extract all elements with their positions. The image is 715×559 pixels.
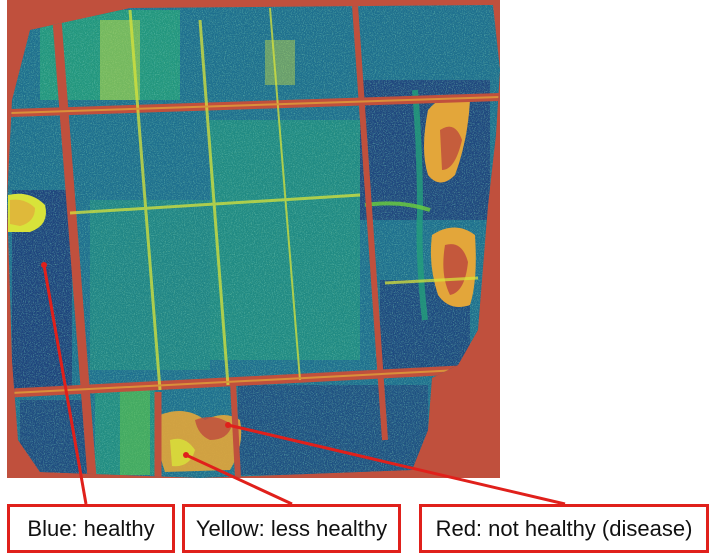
callout-line-yellow xyxy=(185,453,293,506)
legend-label-not-healthy: Red: not healthy (disease) xyxy=(419,504,709,553)
legend-label-less-healthy: Yellow: less healthy xyxy=(182,504,401,553)
callout-dot-red xyxy=(225,422,231,428)
legend-text-healthy: Blue: healthy xyxy=(27,515,155,541)
callout-lines xyxy=(42,264,566,506)
field-area xyxy=(7,5,500,478)
callout-line-blue xyxy=(42,264,88,505)
legend-label-healthy: Blue: healthy xyxy=(7,504,175,553)
legend-text-less-healthy: Yellow: less healthy xyxy=(195,515,388,541)
callout-dot-blue xyxy=(41,262,47,268)
callout-line-red xyxy=(227,423,566,506)
callout-dot-yellow xyxy=(183,452,189,458)
legend-text-not-healthy: Red: not healthy (disease) xyxy=(435,515,693,541)
